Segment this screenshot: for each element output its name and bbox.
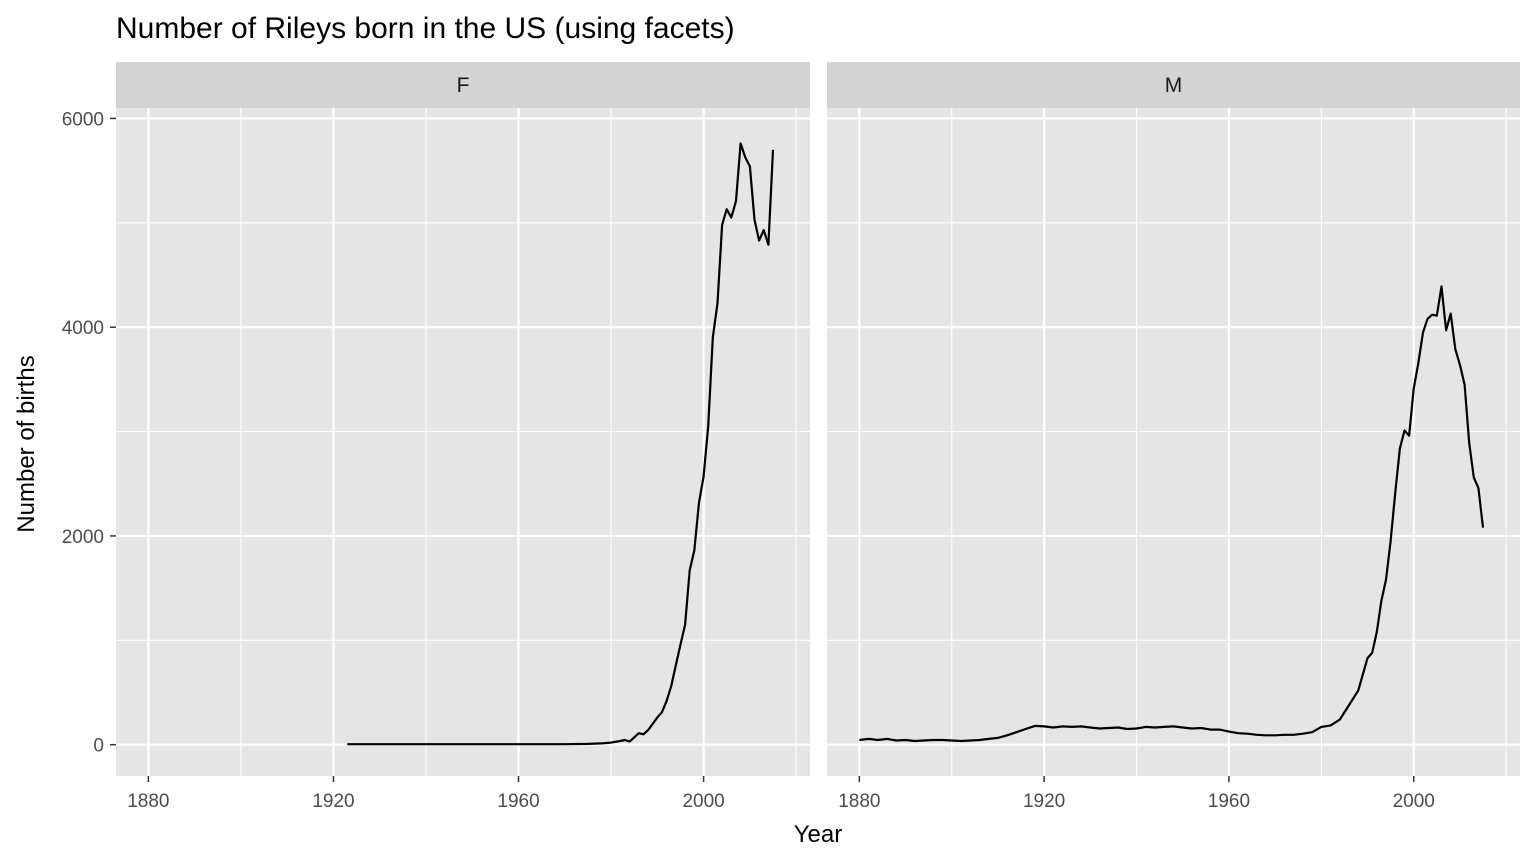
panel-background [827,108,1520,776]
x-tick-label: 1920 [1023,791,1065,812]
chart-title: Number of Rileys born in the US (using f… [116,12,735,45]
facet-strip [827,62,1520,108]
y-tick-label: 4000 [62,318,104,339]
panel-background [116,108,810,776]
y-tick-label: 6000 [62,109,104,130]
x-tick-label: 1960 [1208,791,1250,812]
series-line-m [859,285,1485,743]
facet-panel-f: F 1880 1920 1960 2000 0 2000 4000 6000 [62,62,810,812]
y-tick-label: 2000 [62,527,104,548]
y-tick-label: 0 [93,736,104,757]
x-axis-title: Year [794,821,843,848]
x-tick-label: 1960 [497,791,539,812]
facet-strip-label: M [1165,74,1183,97]
series-line-f [347,142,775,746]
x-tick-label: 1920 [312,791,354,812]
x-tick-label: 2000 [1393,791,1435,812]
facet-panel-m: M 1880 1920 1960 2000 [827,62,1520,812]
x-tick-label: 1880 [127,791,169,812]
facet-panels: F 1880 1920 1960 2000 0 2000 4000 6000 M 1880 1920 1… [62,62,1520,812]
x-tick-label: 1880 [838,791,880,812]
y-axis-title: Number of births [13,355,40,532]
x-tick-label: 2000 [682,791,724,812]
facet-strip [116,62,810,108]
facet-strip-label: F [457,74,470,97]
